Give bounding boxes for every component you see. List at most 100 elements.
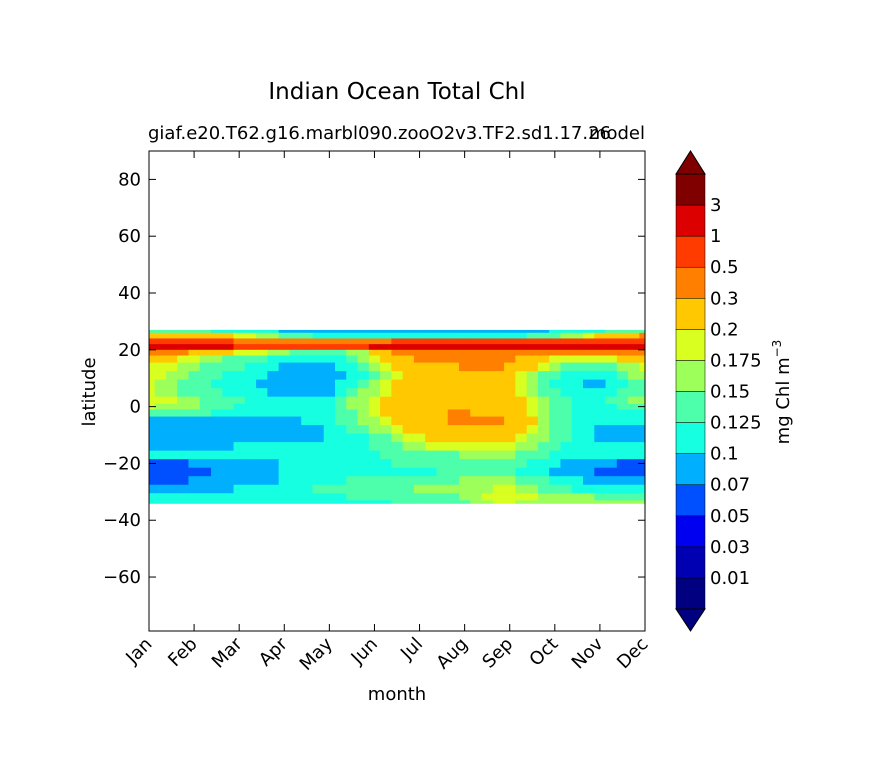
heatmap-cell [368,379,381,389]
heatmap-cell [481,459,494,469]
heatmap-cell [267,379,280,389]
heatmap-cell [560,355,573,364]
heatmap-cell [199,416,212,426]
heatmap-cell [312,416,325,426]
heatmap-cell [583,371,595,381]
heatmap-cell [583,362,595,372]
heatmap-cell [492,476,505,486]
heatmap-cell [233,476,246,486]
heatmap-cell [549,416,562,426]
heatmap-cell [504,459,516,469]
heatmap-cell [459,371,471,381]
colorbar-tick-label: 0.2 [710,319,739,340]
heatmap-cell [639,416,645,426]
heatmap-cell [413,433,426,443]
chart-subtitle-right: model [589,123,645,144]
heatmap-cell [537,329,550,334]
heatmap-cell [504,349,516,357]
heatmap-cell [413,450,426,460]
heatmap-cell [549,493,562,501]
heatmap-cell [526,484,539,494]
heatmap-cell [425,425,438,435]
heatmap-cell [470,362,483,372]
heatmap-cell [346,332,359,340]
heatmap-cell [244,332,257,340]
heatmap-cell [526,329,539,334]
heatmap-cell [436,416,449,426]
heatmap-cell [605,329,618,334]
heatmap-cell [368,349,381,357]
heatmap-cell [402,416,415,426]
heatmap-cell [211,416,223,426]
heatmap-cell [188,379,201,389]
heatmap-cell [628,396,640,405]
heatmap-cell [594,459,607,469]
heatmap-cell [515,329,528,334]
heatmap-cell [594,344,607,351]
heatmap-cell [504,450,516,460]
heatmap-cell [628,493,640,501]
heatmap-cell [233,362,246,372]
y-tick-label: 40 [118,283,141,304]
heatmap-cell [380,500,392,504]
heatmap-cell [425,493,438,501]
heatmap-cell [537,425,550,435]
heatmap-cell [323,371,336,381]
heatmap-cell [515,467,528,477]
heatmap-cell [470,388,483,398]
heatmap-cell [459,476,471,486]
heatmap-cell [526,344,539,351]
heatmap-cell [380,493,392,501]
heatmap-cell [470,442,483,452]
colorbar-tick-label: 0.1 [710,444,739,465]
heatmap-cell [583,329,595,334]
heatmap-cell [526,396,539,405]
heatmap-cell [312,388,325,398]
heatmap-cell [346,409,359,418]
heatmap-cell [391,379,404,389]
heatmap-cell [368,344,381,351]
heatmap-cell [149,433,156,443]
heatmap-cell [368,433,381,443]
heatmap-cell [368,362,381,372]
heatmap-cell [233,484,246,494]
heatmap-cell [301,442,314,452]
heatmap-cell [526,371,539,381]
heatmap-cell [188,500,201,504]
heatmap-cell [526,442,539,452]
heatmap-cell [628,409,640,418]
heatmap-cell [492,403,505,411]
heatmap-cell [154,403,167,411]
heatmap-cell [616,344,629,351]
heatmap-cell [346,450,359,460]
heatmap-cell [177,476,190,486]
heatmap-cell [368,467,381,477]
heatmap-cell [165,403,178,411]
heatmap-cell [537,371,550,381]
heatmap-cell [222,371,235,381]
heatmap-cell [391,362,404,372]
heatmap-cell [256,332,268,340]
heatmap-cell [504,355,516,364]
heatmap-cell [504,425,516,435]
x-tick-label: Aug [432,634,472,674]
heatmap-cell [549,409,562,418]
heatmap-cell [357,493,370,501]
heatmap-cell [165,425,178,435]
heatmap-cell [222,349,235,357]
heatmap-cell [256,379,268,389]
heatmap-cell [267,396,280,405]
heatmap-cell [560,379,573,389]
heatmap-cell [256,459,268,469]
heatmap-cell [481,403,494,411]
heatmap-cell [537,484,550,494]
heatmap-cell [244,500,257,504]
heatmap-cell [188,332,201,340]
heatmap-cell [267,362,280,372]
heatmap-cell [594,371,607,381]
heatmap-cell [413,338,426,345]
heatmap-cell [583,476,595,486]
heatmap-cell [605,349,618,357]
heatmap-cell [481,396,494,405]
heatmap-cell [256,349,268,357]
